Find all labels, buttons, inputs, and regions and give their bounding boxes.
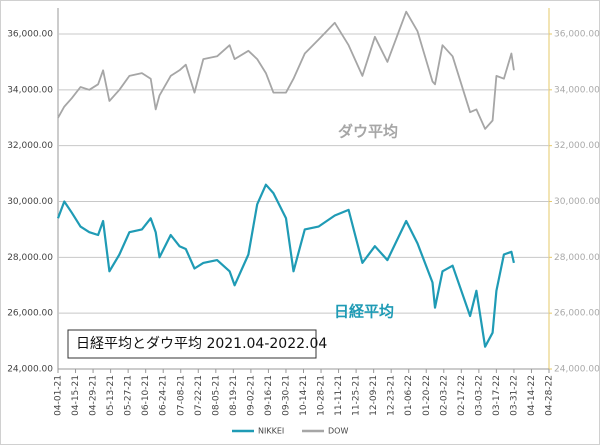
x-tick-label: 04-28-22 [545,375,555,416]
y2-tick-label: 30,000.00 [554,197,600,207]
y-tick-label: 30,000.00 [7,197,53,207]
legend-label: NIKKEI [258,427,284,436]
x-tick-label: 09-30-21 [281,375,291,416]
x-tick-label: 07-22-21 [194,375,204,416]
x-tick-label: 04-01-21 [54,375,64,416]
x-tick-label: 04-15-21 [71,375,81,416]
y2-tick-label: 36,000.00 [554,30,600,40]
y2-tick-label: 32,000.00 [554,141,600,151]
x-tick-label: 11-11-21 [334,375,344,416]
x-tick-label: 05-27-21 [124,375,134,416]
x-tick-label: 12-09-21 [369,375,379,416]
x-tick-label: 10-14-21 [299,375,309,416]
x-tick-label: 03-03-22 [474,375,484,416]
y-tick-label: 26,000.00 [7,309,53,319]
x-tick-label: 06-10-21 [141,375,151,416]
x-tick-label: 05-13-21 [106,375,116,416]
x-tick-label: 04-29-21 [89,375,99,416]
x-tick-label: 10-28-21 [317,375,327,416]
x-tick-label: 02-03-22 [439,375,449,416]
x-tick-label: 08-19-21 [229,375,239,416]
y-tick-label: 28,000.00 [7,253,53,263]
x-tick-label: 01-20-22 [422,375,432,416]
y-tick-label: 34,000.00 [7,85,53,95]
x-tick-label: 01-06-22 [404,375,414,416]
x-tick-label: 03-31-22 [509,375,519,416]
x-tick-label: 06-24-21 [159,375,169,416]
y2-tick-label: 24,000.00 [554,365,600,375]
x-tick-label: 04-14-22 [527,375,537,416]
legend-label: DOW [328,427,348,436]
y-tick-label: 36,000.00 [7,30,53,40]
y-tick-label: 32,000.00 [7,141,53,151]
x-tick-label: 12-23-21 [387,375,397,416]
x-tick-label: 02-17-22 [457,375,467,416]
series-line [57,10,515,130]
series-line [56,183,515,348]
x-tick-label: 11-25-21 [352,375,362,416]
x-tick-label: 03-17-22 [492,375,502,416]
annotation: ダウ平均 [338,123,398,141]
y2-tick-label: 28,000.00 [554,253,600,263]
x-tick-label: 07-08-21 [176,375,186,416]
annotation: 日経平均 [334,303,394,321]
x-tick-label: 09-02-21 [246,375,256,416]
y-tick-label: 24,000.00 [7,365,53,375]
title-box [67,329,317,359]
y2-tick-label: 26,000.00 [554,309,600,319]
y2-tick-label: 34,000.00 [554,85,600,95]
x-tick-label: 08-05-21 [211,375,221,416]
chart-title: 日経平均とダウ平均 2021.04-2022.04 [76,336,327,352]
x-tick-label: 09-16-21 [264,375,274,416]
